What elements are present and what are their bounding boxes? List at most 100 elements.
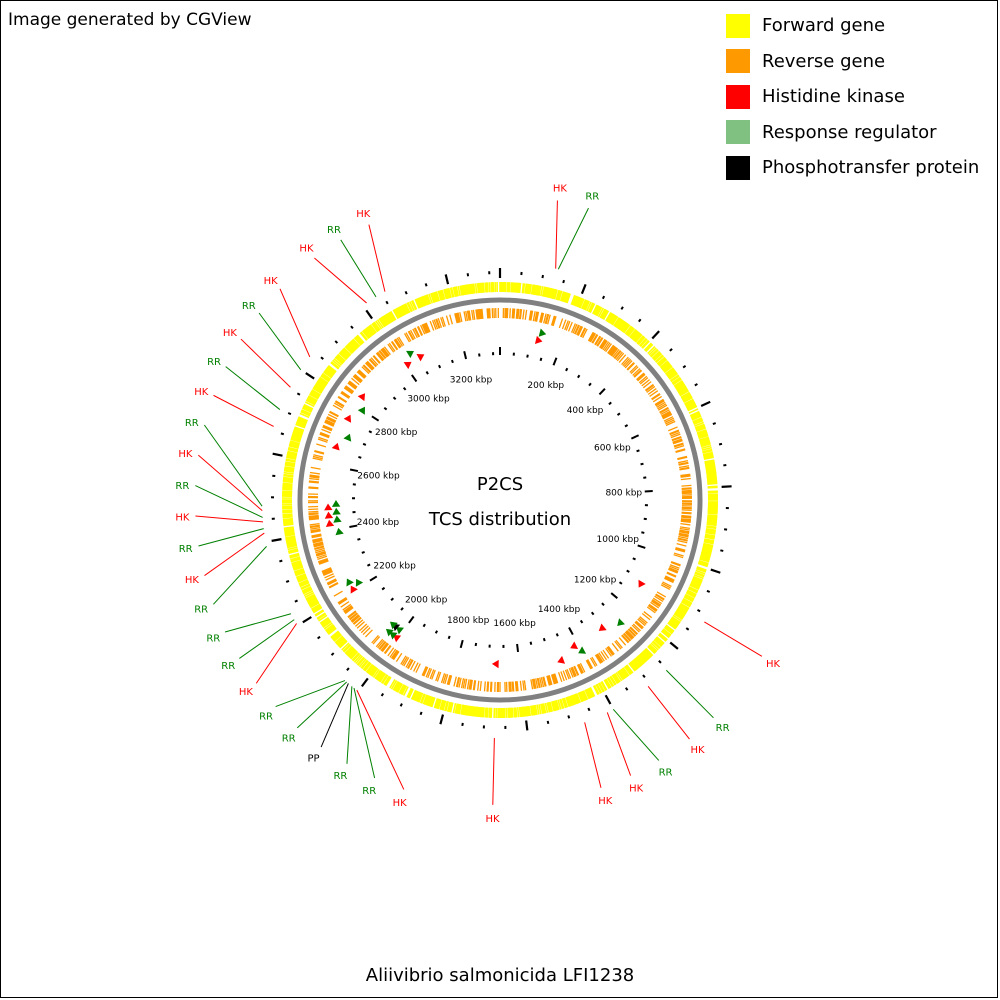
forward-gene-mark xyxy=(526,283,530,294)
inner-tick xyxy=(392,396,397,401)
reverse-gene-mark xyxy=(448,675,453,686)
forward-gene-mark xyxy=(424,695,430,706)
reverse-gene-mark xyxy=(316,443,327,448)
reverse-gene-mark xyxy=(312,455,323,460)
forward-gene-mark xyxy=(636,655,645,665)
forward-gene-mark xyxy=(291,433,302,439)
reverse-gene-mark xyxy=(344,385,354,393)
forward-gene-mark xyxy=(600,681,607,691)
forward-gene-mark xyxy=(367,326,375,335)
forward-gene-mark xyxy=(510,707,513,718)
outer-tick xyxy=(317,635,321,640)
forward-gene-mark xyxy=(441,700,446,711)
center-subtitle: TCS distribution xyxy=(428,509,571,530)
forward-gene-mark xyxy=(466,284,470,295)
forward-gene-mark xyxy=(459,285,463,296)
reverse-gene-mark xyxy=(512,681,515,692)
reverse-gene-mark xyxy=(663,416,674,422)
forward-gene-mark xyxy=(282,480,293,484)
forward-gene-mark xyxy=(395,308,402,318)
forward-gene-mark xyxy=(419,297,425,307)
inner-kbp-scale xyxy=(349,347,653,653)
forward-gene-mark xyxy=(339,351,348,360)
forward-gene-mark xyxy=(584,300,590,311)
reverse-gene-mark xyxy=(664,576,675,582)
outer-tick xyxy=(696,609,701,613)
inner-tick xyxy=(369,575,378,582)
inner-tick xyxy=(588,382,592,387)
forward-gene-mark xyxy=(381,316,389,326)
forward-gene-mark xyxy=(363,662,371,671)
forward-gene-mark xyxy=(659,632,668,641)
forward-gene-mark xyxy=(378,672,386,682)
leader-line xyxy=(275,680,346,708)
reverse-gene-mark xyxy=(672,438,683,443)
forward-gene-mark xyxy=(344,345,353,355)
forward-gene-mark xyxy=(617,670,625,680)
forward-gene-mark xyxy=(518,282,522,293)
reverse-gene-mark xyxy=(488,308,491,319)
reverse-gene-mark xyxy=(375,638,384,648)
forward-gene-mark xyxy=(394,308,401,319)
outer-tick xyxy=(330,652,335,656)
forward-gene-mark xyxy=(657,634,667,642)
forward-gene-mark xyxy=(341,642,350,651)
forward-gene-mark xyxy=(286,541,297,546)
reverse-gene-mark xyxy=(678,533,689,537)
rr-marker xyxy=(355,578,364,587)
reverse-gene-mark xyxy=(309,475,320,478)
forward-gene-mark xyxy=(671,376,681,384)
reverse-gene-mark xyxy=(345,385,355,393)
forward-gene-mark xyxy=(323,622,333,630)
forward-gene-mark xyxy=(691,579,702,585)
forward-gene-mark xyxy=(697,431,708,437)
reverse-gene-mark xyxy=(437,318,443,328)
forward-gene-mark xyxy=(566,293,571,304)
reverse-gene-mark xyxy=(539,677,543,688)
forward-gene-mark xyxy=(670,617,680,625)
reverse-gene-mark xyxy=(649,390,659,397)
reverse-gene-mark xyxy=(664,577,674,584)
forward-gene-mark xyxy=(364,327,373,337)
forward-gene-mark xyxy=(606,312,614,323)
forward-gene-mark xyxy=(317,379,327,387)
forward-gene-mark xyxy=(481,282,485,293)
reverse-gene-mark xyxy=(383,346,391,356)
hk-marker xyxy=(491,659,499,669)
reverse-gene-mark xyxy=(670,433,681,439)
forward-gene-mark xyxy=(399,305,406,316)
reverse-gene-mark xyxy=(607,345,615,355)
genome-backbone-ring xyxy=(297,297,703,703)
forward-gene-mark xyxy=(427,696,433,707)
reverse-gene-mark xyxy=(398,336,405,346)
forward-gene-mark xyxy=(563,697,569,708)
forward-gene-mark xyxy=(283,526,294,530)
forward-gene-mark xyxy=(357,657,366,666)
reverse-gene-mark xyxy=(366,360,375,369)
inner-tick xyxy=(381,586,386,591)
reverse-gene-mark xyxy=(648,604,658,612)
reverse-gene-mark xyxy=(665,419,675,425)
reverse-gene-mark xyxy=(672,440,683,445)
legend-label: Response regulator xyxy=(762,121,937,143)
forward-gene-mark xyxy=(482,707,485,718)
reverse-gene-mark xyxy=(528,310,532,321)
reverse-gene-mark xyxy=(435,318,441,329)
forward-gene-mark xyxy=(634,657,643,666)
forward-gene-mark xyxy=(601,310,609,320)
reverse-gene-mark xyxy=(326,578,337,584)
reverse-gene-mark xyxy=(679,531,690,535)
reverse-gene-mark xyxy=(657,404,668,411)
kbp-label: 2200 kbp xyxy=(373,561,416,571)
forward-gene-mark xyxy=(283,527,294,531)
reverse-gene-mark xyxy=(594,336,602,346)
forward-gene-mark xyxy=(654,637,664,646)
forward-gene-mark xyxy=(685,592,696,598)
reverse-gene-mark xyxy=(535,678,539,689)
reverse-gene-mark xyxy=(639,616,648,624)
reverse-gene-mark xyxy=(441,316,446,327)
forward-gene-mark xyxy=(542,703,547,714)
leader-line xyxy=(195,515,264,523)
forward-gene-mark xyxy=(621,323,629,333)
reverse-gene-mark xyxy=(338,395,348,403)
